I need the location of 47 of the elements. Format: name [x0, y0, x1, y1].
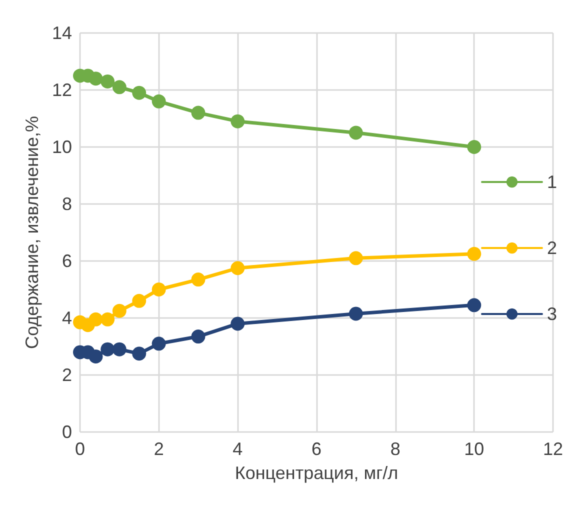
point: [191, 106, 206, 120]
y-tick-label: 0: [62, 422, 72, 442]
point: [230, 316, 245, 331]
legend-label: 2: [546, 238, 558, 258]
y-tick-label: 14: [52, 23, 72, 43]
x-tick-label: 4: [232, 439, 243, 459]
point: [230, 114, 245, 128]
y-tick-label: 12: [52, 80, 72, 100]
point: [112, 80, 126, 94]
point: [467, 246, 482, 261]
x-tick-label: 2: [154, 439, 164, 459]
y-tick-label: 2: [62, 365, 72, 385]
x-tick-label: 12: [542, 439, 564, 459]
point: [112, 304, 126, 318]
point: [348, 251, 363, 266]
point: [132, 294, 146, 308]
point: [467, 140, 482, 154]
point: [100, 312, 115, 326]
y-tick-label: 8: [62, 194, 72, 214]
point: [230, 261, 245, 276]
legend-label: 3: [546, 304, 558, 324]
point: [152, 94, 166, 108]
x-tick-label: 6: [311, 439, 322, 459]
point: [132, 86, 146, 100]
point: [88, 349, 103, 364]
point: [88, 312, 103, 326]
legend-label: 1: [546, 172, 558, 192]
point: [88, 72, 103, 86]
y-axis-title: Содержание, извлечение,%: [22, 116, 42, 349]
point: [112, 342, 126, 356]
point: [152, 336, 166, 351]
point: [132, 346, 146, 361]
x-tick-label: 8: [390, 439, 400, 459]
x-tick-label: 0: [74, 439, 86, 459]
point: [152, 282, 166, 296]
y-tick-label: 6: [62, 251, 72, 271]
y-tick-label: 4: [62, 308, 72, 328]
y-tick-label: 10: [52, 137, 72, 157]
point: [191, 272, 206, 287]
point: [348, 126, 363, 140]
x-tick-label: 10: [464, 439, 484, 459]
x-axis-title: Концентрация, мг/л: [234, 463, 398, 483]
point: [191, 330, 206, 344]
point: [348, 306, 363, 321]
point: [100, 74, 115, 88]
point: [467, 298, 482, 312]
point: [100, 342, 115, 356]
